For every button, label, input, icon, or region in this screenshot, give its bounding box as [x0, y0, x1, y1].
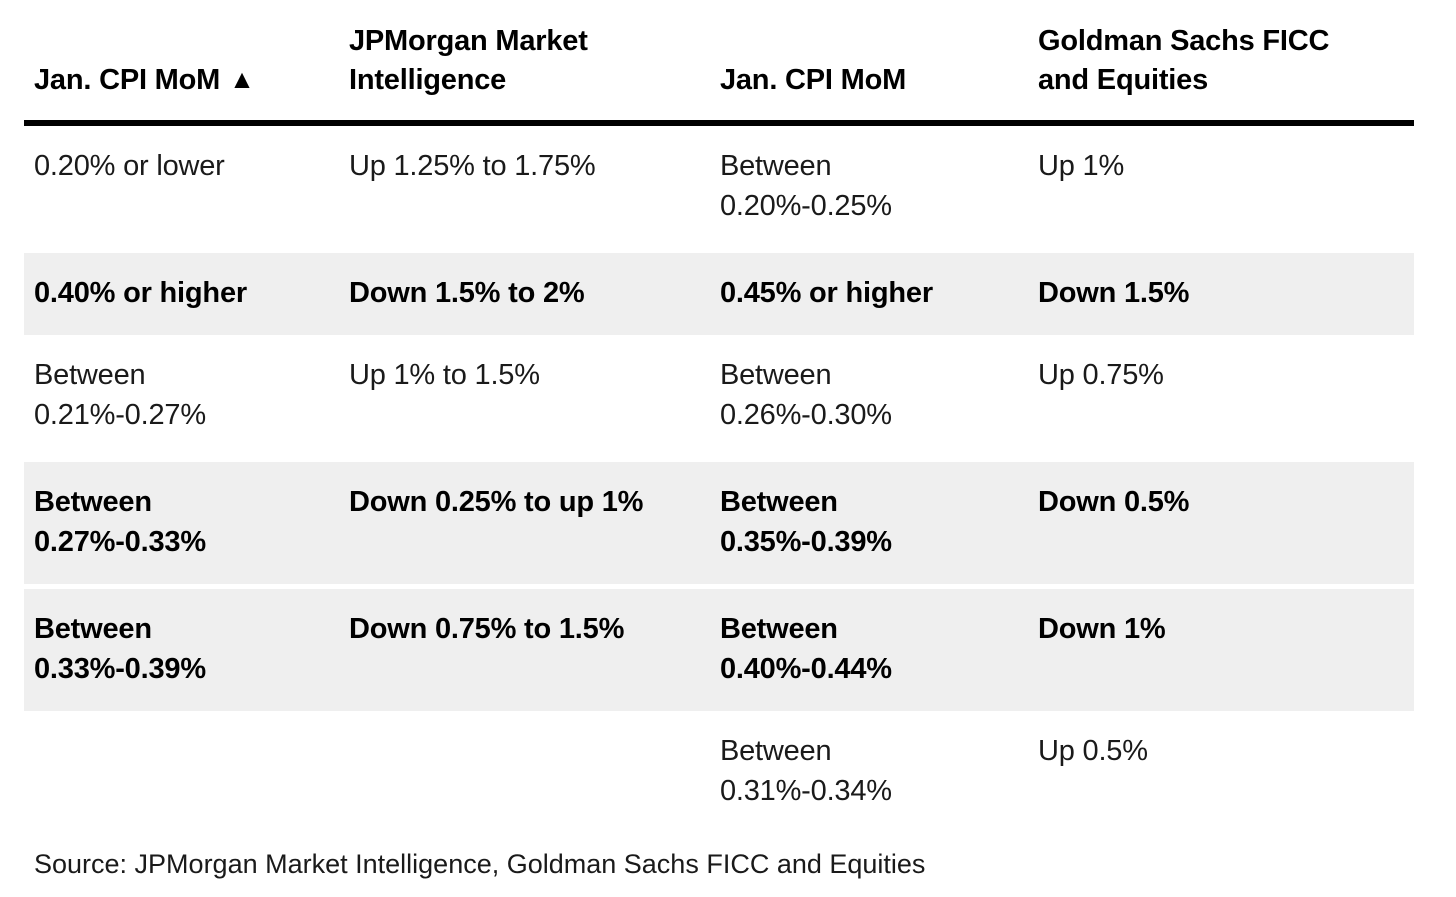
jpm-forecast-cell: Down 1.5% to 2% [338, 248, 710, 335]
scenario-row: Between 0.33%-0.39% Down 0.75% to 1.5% B… [24, 584, 1414, 711]
gs-cpi-range-cell: Between 0.20%-0.25% [719, 150, 892, 222]
jpm-cpi-range-cell: Between 0.21%-0.27% [34, 359, 206, 431]
source-note: Source: JPMorgan Market Intelligence, Go… [34, 849, 926, 879]
col-header-gs-cpi-mom: Jan. CPI MoM [709, 0, 1028, 126]
gs-forecast-cell: Down 0.5% [1027, 457, 1414, 584]
jpm-forecast-cell: Up 1% to 1.5% [348, 359, 540, 391]
col-header-label: Jan. CPI MoM [34, 64, 221, 96]
jpm-forecast-cell [339, 711, 710, 833]
scenario-row: Between 0.21%-0.27% Up 1% to 1.5% Betwee… [24, 335, 1414, 457]
jpm-forecast-cell: Down 0.75% to 1.5% [338, 584, 710, 711]
col-header-jpm-cpi-mom: Jan. CPI MoM ▲ [24, 0, 339, 126]
gs-cpi-range-cell: 0.45% or higher [709, 248, 1028, 335]
gs-forecast-cell: Up 0.5% [1037, 735, 1148, 767]
gs-cpi-range-cell: Between 0.35%-0.39% [709, 457, 1028, 584]
cpi-scenarios-table: Jan. CPI MoM ▲ JPMorgan Market Intelligen… [24, 0, 1414, 833]
triangle-up-icon: ▲ [229, 64, 255, 94]
gs-cpi-range-cell: Between 0.40%-0.44% [709, 584, 1028, 711]
jpm-cpi-range-cell: Between 0.27%-0.33% [24, 457, 339, 584]
jpm-cpi-range-cell: Between 0.33%-0.39% [24, 584, 339, 711]
scenario-row: 0.40% or higher Down 1.5% to 2% 0.45% or… [24, 248, 1414, 335]
col-header-jpmorgan-market-intelligence: JPMorgan Market Intelligence [338, 0, 710, 126]
jpm-cpi-range-cell [24, 711, 339, 833]
jpm-forecast-cell: Up 1.25% to 1.75% [348, 150, 596, 182]
gs-forecast-cell: Up 1% [1037, 150, 1125, 182]
jpm-cpi-range-cell: 0.20% or lower [34, 150, 225, 182]
header-row: Jan. CPI MoM ▲ JPMorgan Market Intelligen… [24, 0, 1414, 126]
gs-cpi-range-cell: Between 0.26%-0.30% [719, 359, 892, 431]
jpm-cpi-range-cell: 0.40% or higher [24, 248, 339, 335]
gs-forecast-cell: Up 0.75% [1037, 359, 1164, 391]
gs-forecast-cell: Down 1.5% [1027, 248, 1414, 335]
gs-forecast-cell: Down 1% [1027, 584, 1414, 711]
scenario-row: 0.20% or lower Up 1.25% to 1.75% Between… [24, 126, 1414, 248]
col-header-goldman-sachs-ficc-equities: Goldman Sachs FICC and Equities [1027, 0, 1414, 126]
jpm-forecast-cell: Down 0.25% to up 1% [338, 457, 710, 584]
scenario-row: Between 0.31%-0.34% Up 0.5% [24, 711, 1414, 833]
gs-cpi-range-cell: Between 0.31%-0.34% [719, 735, 892, 807]
scenario-row: Between 0.27%-0.33% Down 0.25% to up 1% … [24, 457, 1414, 584]
